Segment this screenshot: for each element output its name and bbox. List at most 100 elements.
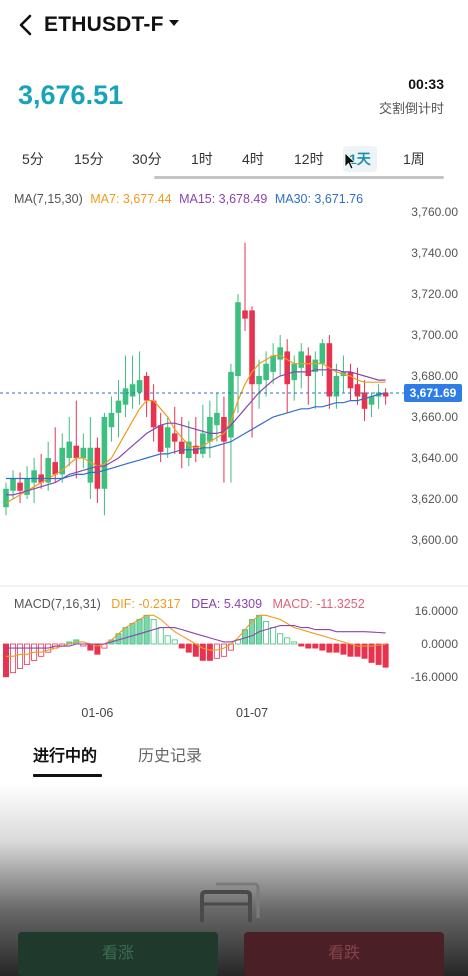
macd-bar	[136, 618, 143, 645]
tab-30m[interactable]: 30分	[132, 151, 162, 167]
dea-line	[6, 625, 386, 649]
macd-bar	[164, 635, 171, 645]
ma-legend-label: MA(7,15,30)	[14, 192, 83, 206]
last-price-label: 3,671.69	[410, 386, 457, 400]
candle-body	[94, 447, 101, 489]
macd-bar	[256, 614, 263, 645]
interval-tabs: 5分 15分 30分 1时 4时 12时 1天 1周	[0, 140, 468, 179]
macd-bar	[277, 633, 284, 645]
candle-body	[361, 392, 368, 409]
candle-body	[242, 310, 248, 319]
candle-body	[284, 351, 290, 385]
macd-bar	[17, 643, 24, 670]
macd-bar	[305, 643, 312, 649]
macd-bar	[249, 618, 256, 645]
candle-body	[263, 363, 269, 381]
candle-body	[122, 388, 129, 405]
short-button[interactable]: 看跌	[244, 932, 444, 976]
macd-bar	[319, 643, 326, 651]
candle-body	[312, 359, 319, 372]
y-tick-label: 3,680.00	[411, 369, 458, 383]
candle-body	[136, 380, 143, 393]
macd-bar	[312, 643, 319, 649]
caret-down-icon[interactable]	[168, 18, 180, 28]
tab-1w[interactable]: 1周	[403, 151, 425, 167]
ma30-line	[6, 392, 386, 480]
candle-body	[80, 447, 87, 458]
macd-bar	[122, 627, 129, 645]
macd-legend: MACD(7,16,31) DIF: -0.2317 DEA: 5.4309 M…	[14, 597, 365, 611]
macd-bar	[347, 643, 354, 657]
macd-bar	[206, 643, 213, 661]
tabs-scrollbar[interactable]	[154, 176, 444, 179]
macd-value: MACD: -11.3252	[272, 597, 365, 611]
macd-bar	[220, 643, 227, 657]
candle-body	[277, 347, 283, 360]
candle-body	[143, 376, 150, 401]
tab-15m[interactable]: 15分	[74, 151, 104, 167]
tab-1h[interactable]: 1时	[191, 151, 213, 167]
candle-body	[59, 447, 66, 475]
candle-body	[73, 445, 80, 458]
price-chart[interactable]: 3,760.00 3,740.00 3,720.00 3,700.00 3,680.00…	[0, 200, 468, 730]
candle-body	[101, 417, 108, 489]
macd-bar	[382, 643, 389, 668]
macd-bar	[178, 643, 185, 649]
y-tick-label: 3,640.00	[411, 451, 458, 465]
symbol-title[interactable]: ETHUSDT-F	[44, 13, 164, 36]
macd-bar	[213, 643, 220, 659]
tab-history[interactable]: 历史记录	[138, 748, 203, 765]
macd-bar	[150, 618, 157, 645]
candle-body	[207, 417, 213, 442]
header: ETHUSDT-F	[0, 0, 468, 52]
candle-body	[17, 482, 23, 491]
candle-body	[270, 355, 276, 372]
ma15-line	[6, 369, 386, 496]
back-icon[interactable]	[16, 12, 38, 38]
countdown-label: 交割倒计时	[378, 101, 444, 116]
candle-body	[31, 470, 37, 483]
countdown-time: 00:33	[408, 76, 444, 92]
candle-body	[10, 478, 16, 491]
ma30-value: MA30: 3,671.76	[274, 192, 364, 206]
candle-body	[108, 412, 115, 428]
macd-bar	[326, 643, 333, 653]
macd-bar	[10, 643, 17, 674]
candle-body	[150, 400, 157, 428]
candle-body	[228, 371, 234, 438]
candle-body	[171, 433, 178, 442]
macd-bar	[143, 614, 150, 645]
ma15-value: MA15: 3,678.49	[179, 192, 268, 206]
macd-bar	[291, 641, 298, 645]
candle-body	[249, 310, 255, 385]
macd-y-tick-label: 16.0000	[415, 604, 459, 618]
tab-4h[interactable]: 4时	[242, 151, 264, 167]
macd-bar	[192, 643, 199, 657]
macd-y-tick-label: -16.0000	[411, 670, 459, 684]
macd-bar	[129, 623, 136, 645]
macd-bar	[361, 643, 368, 659]
candle-body	[178, 441, 185, 454]
long-button[interactable]: 看涨	[18, 932, 218, 976]
y-tick-label: 3,720.00	[411, 287, 458, 301]
candle-body	[319, 343, 326, 364]
macd-bar	[3, 643, 9, 678]
macd-bar	[171, 639, 178, 645]
macd-legend-label: MACD(7,16,31)	[14, 597, 101, 611]
dea-value: DEA: 5.4309	[191, 597, 263, 611]
candle-body	[24, 478, 30, 495]
tab-5m[interactable]: 5分	[22, 151, 44, 167]
tab-open-orders[interactable]: 进行中的	[33, 748, 98, 765]
tab-12h[interactable]: 12时	[294, 151, 324, 167]
candle-body	[115, 400, 122, 413]
x-tick-label: 01-06	[81, 706, 113, 720]
candle-body	[347, 371, 354, 389]
candle-body	[66, 441, 73, 458]
macd-bar	[298, 643, 305, 647]
order-tabs: 进行中的 历史记录	[0, 736, 468, 780]
mouse-cursor-icon	[344, 152, 356, 170]
macd-bar	[333, 643, 340, 653]
candle-body	[200, 433, 206, 454]
empty-box-icon	[200, 882, 260, 922]
macd-bar	[157, 627, 164, 645]
